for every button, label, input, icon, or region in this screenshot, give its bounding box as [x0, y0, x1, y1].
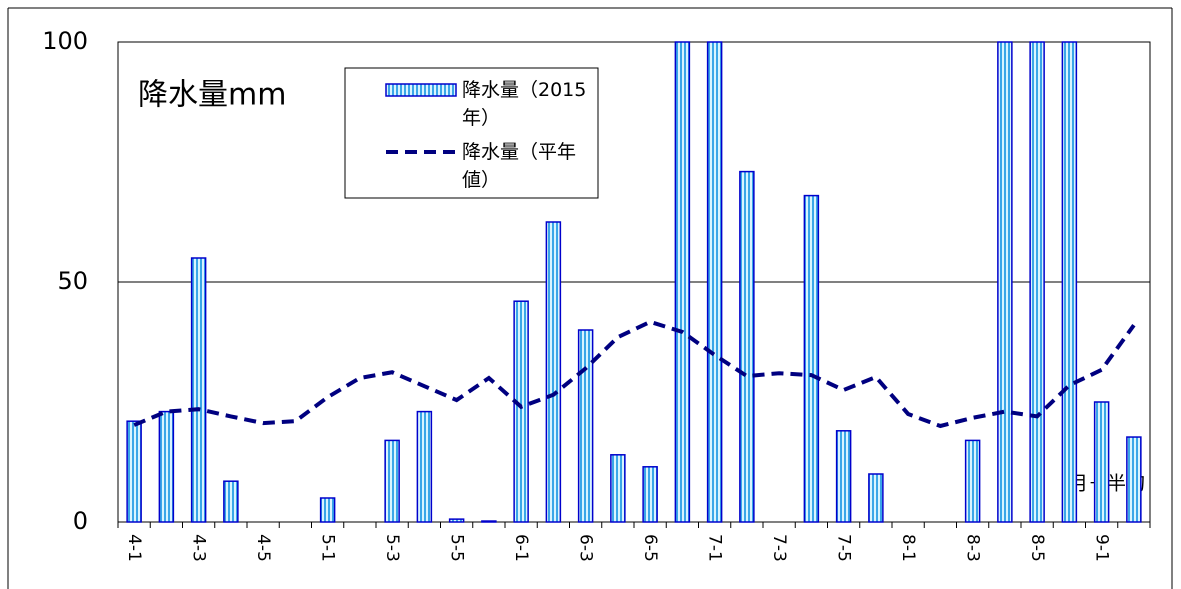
bar [1093, 401, 1110, 523]
y-tick-label: 100 [42, 27, 88, 55]
x-tick-label: 4-1 [124, 534, 144, 562]
legend-label: 降水量（2015年） [462, 79, 587, 129]
bar [416, 410, 433, 523]
legend-swatch [385, 83, 457, 97]
x-tick-label: 8-1 [898, 534, 918, 562]
bar [158, 410, 175, 523]
bar [706, 41, 723, 523]
bar [739, 170, 755, 523]
x-tick-label: 8-5 [1027, 534, 1047, 562]
bar [964, 439, 981, 523]
bar [384, 439, 400, 523]
bar [126, 420, 142, 523]
bar [674, 41, 691, 523]
bar [868, 473, 884, 523]
chart-title: 降水量mm [138, 78, 286, 113]
x-tick-label: 5-5 [447, 534, 467, 562]
bar [319, 497, 336, 523]
x-tick-label: 4-3 [189, 534, 209, 562]
bar [513, 300, 529, 523]
x-tick-label: 5-3 [382, 534, 402, 562]
y-tick-label: 50 [57, 267, 88, 295]
bar [577, 329, 594, 523]
x-tick-label: 9-1 [1092, 534, 1112, 562]
bar [1061, 41, 1078, 523]
bar [545, 221, 562, 523]
x-tick-label: 4-5 [253, 534, 273, 562]
bar [190, 257, 207, 523]
line [133, 319, 1136, 429]
bar [642, 466, 658, 523]
bar [835, 430, 852, 523]
x-tick-label: 7-1 [705, 534, 725, 562]
bar [223, 480, 239, 523]
x-tick-label: 5-1 [318, 534, 338, 562]
x-tick-label: 6-3 [576, 534, 596, 562]
x-tick-label: 7-3 [769, 534, 789, 562]
bar [610, 454, 626, 523]
bar [1029, 41, 1045, 523]
y-tick-label: 0 [73, 507, 88, 535]
bar [481, 520, 497, 523]
legend-label: 降水量（平年値） [462, 141, 577, 191]
bar [448, 518, 465, 523]
x-tick-label: 7-5 [834, 534, 854, 562]
bar [997, 41, 1013, 523]
bar [1126, 436, 1142, 523]
x-tick-label: 6-5 [640, 534, 660, 562]
bar [803, 194, 820, 523]
x-tick-label: 8-3 [963, 534, 983, 562]
x-tick-label: 6-1 [511, 534, 531, 562]
